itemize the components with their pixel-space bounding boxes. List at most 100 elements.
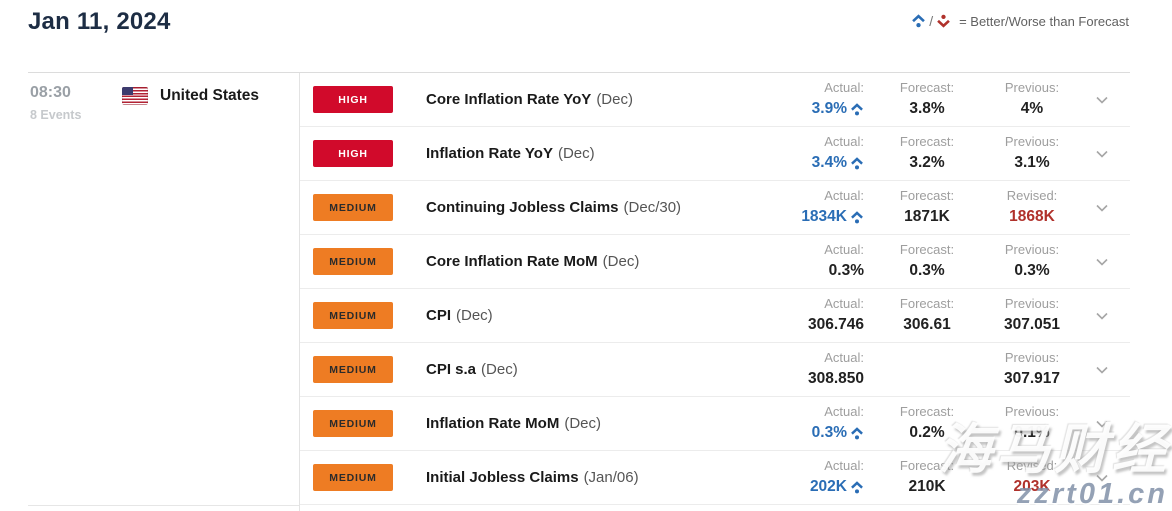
legend-separator: / xyxy=(929,13,934,29)
expand-row-button[interactable] xyxy=(1074,235,1130,288)
country-item[interactable]: United States xyxy=(122,87,259,105)
chevron-down-icon xyxy=(1096,307,1108,325)
event-row[interactable]: MEDIUM Inflation Rate MoM (Dec) Actual: 0… xyxy=(300,397,1130,451)
event-title: CPI s.a (Dec) xyxy=(426,361,518,378)
actual-value: 308.850 xyxy=(808,369,864,388)
events-count: 8 Events xyxy=(30,108,82,122)
expand-row-button[interactable] xyxy=(1074,127,1130,180)
legend: / = Better/Worse than Forecast xyxy=(911,13,1129,29)
actual-column: Actual: 0.3% xyxy=(754,404,864,443)
previous-value: 203K xyxy=(1013,478,1051,496)
forecast-column: Forecast: 3.2% xyxy=(864,134,990,173)
event-name: Core Inflation Rate YoY xyxy=(426,91,592,108)
actual-value: 306.746 xyxy=(808,315,864,334)
chevron-down-icon xyxy=(1096,199,1108,217)
event-name: CPI s.a xyxy=(426,361,477,378)
expand-row-button[interactable] xyxy=(1074,451,1130,504)
better-than-forecast-icon xyxy=(850,426,864,440)
actual-value: 1834K xyxy=(801,207,864,226)
forecast-label: Forecast: xyxy=(899,188,955,204)
expand-row-button[interactable] xyxy=(1074,73,1130,126)
previous-value: 1868K xyxy=(1009,208,1055,226)
actual-column: Actual: 308.850 xyxy=(754,350,864,389)
previous-value: 4% xyxy=(1020,100,1044,118)
event-period: (Dec) xyxy=(481,361,518,378)
worse-icon xyxy=(936,14,951,28)
event-period: (Dec/30) xyxy=(623,199,682,216)
previous-value: 3.1% xyxy=(1014,154,1050,172)
forecast-value: 0.3% xyxy=(909,262,945,280)
better-than-forecast-icon xyxy=(850,480,864,494)
importance-badge: MEDIUM xyxy=(313,356,393,383)
previous-value: 307.051 xyxy=(1003,316,1061,334)
actual-value-text: 0.3% xyxy=(811,424,847,442)
forecast-value: 1871K xyxy=(904,208,950,226)
event-rows: HIGH Core Inflation Rate YoY (Dec) Actual… xyxy=(300,73,1130,511)
expand-row-button[interactable] xyxy=(1074,397,1130,450)
event-row[interactable]: HIGH Core Inflation Rate YoY (Dec) Actual… xyxy=(300,73,1130,127)
event-row[interactable]: MEDIUM Core Inflation Rate MoM (Dec) Actu… xyxy=(300,235,1130,289)
chevron-down-icon xyxy=(1096,145,1108,163)
forecast-value: 306.61 xyxy=(903,316,951,334)
actual-value-text: 3.9% xyxy=(811,100,847,118)
event-row[interactable]: MEDIUM Continuing Jobless Claims (Dec/30)… xyxy=(300,181,1130,235)
forecast-column: Forecast: 3.8% xyxy=(864,80,990,119)
event-row[interactable]: HIGH Inflation Rate YoY (Dec) Actual: 3.4… xyxy=(300,127,1130,181)
importance-badge: HIGH xyxy=(313,140,393,167)
actual-value: 3.4% xyxy=(812,153,864,172)
expand-row-button[interactable] xyxy=(1074,343,1130,396)
event-name: Initial Jobless Claims xyxy=(426,469,579,486)
event-row[interactable]: MEDIUM CPI s.a (Dec) Actual: 308.850 Prev… xyxy=(300,343,1130,397)
forecast-value: 3.8% xyxy=(909,100,945,118)
actual-value-text: 0.3% xyxy=(828,262,864,280)
previous-label: Previous: xyxy=(1004,404,1060,420)
previous-column: Previous: 3.1% xyxy=(990,134,1074,173)
forecast-value: 210K xyxy=(908,478,946,496)
previous-label: Previous: xyxy=(1004,350,1060,366)
previous-label: Revised: xyxy=(1006,458,1058,474)
actual-value: 0.3% xyxy=(829,261,864,280)
actual-value-text: 3.4% xyxy=(811,154,847,172)
actual-column: Actual: 306.746 xyxy=(754,296,864,335)
event-name: Inflation Rate MoM xyxy=(426,415,560,432)
forecast-label: Forecast: xyxy=(899,404,955,420)
importance-badge: MEDIUM xyxy=(313,410,393,437)
chevron-down-icon xyxy=(1096,415,1108,433)
previous-label: Previous: xyxy=(1004,242,1060,258)
expand-row-button[interactable] xyxy=(1074,289,1130,342)
actual-label: Actual: xyxy=(824,458,864,474)
importance-badge: HIGH xyxy=(313,86,393,113)
actual-value: 202K xyxy=(810,477,864,496)
event-row[interactable]: MEDIUM CPI (Dec) Actual: 306.746 Forecast… xyxy=(300,289,1130,343)
actual-value-text: 202K xyxy=(809,478,847,496)
event-row[interactable]: MEDIUM Initial Jobless Claims (Jan/06) Ac… xyxy=(300,451,1130,505)
chevron-down-icon xyxy=(1096,91,1108,109)
actual-value-text: 308.850 xyxy=(807,370,864,388)
event-title: Inflation Rate MoM (Dec) xyxy=(426,415,601,432)
actual-value-text: 1834K xyxy=(801,208,847,226)
previous-label: Revised: xyxy=(1006,188,1058,204)
importance-badge: MEDIUM xyxy=(313,248,393,275)
forecast-value: 3.2% xyxy=(909,154,945,172)
event-title: Continuing Jobless Claims (Dec/30) xyxy=(426,199,681,216)
forecast-label: Forecast: xyxy=(899,242,955,258)
actual-label: Actual: xyxy=(824,188,864,204)
previous-column: Previous: 307.051 xyxy=(990,296,1074,335)
actual-value-text: 306.746 xyxy=(807,316,864,334)
forecast-label: Forecast: xyxy=(899,80,955,96)
event-title: CPI (Dec) xyxy=(426,307,493,324)
previous-column: Previous: 307.917 xyxy=(990,350,1074,389)
previous-column: Revised: 203K xyxy=(990,458,1074,497)
actual-label: Actual: xyxy=(824,242,864,258)
forecast-label: Forecast: xyxy=(899,134,955,150)
event-period: (Dec) xyxy=(596,91,633,108)
previous-value: 0.1% xyxy=(1014,424,1050,442)
actual-value: 3.9% xyxy=(812,99,864,118)
actual-label: Actual: xyxy=(824,80,864,96)
previous-label: Previous: xyxy=(1004,80,1060,96)
previous-column: Previous: 4% xyxy=(990,80,1074,119)
forecast-column: Forecast: 1871K xyxy=(864,188,990,227)
calendar-header: Jan 11, 2024 / = Better/Worse than Forec… xyxy=(0,0,1172,72)
actual-column: Actual: 202K xyxy=(754,458,864,497)
expand-row-button[interactable] xyxy=(1074,181,1130,234)
